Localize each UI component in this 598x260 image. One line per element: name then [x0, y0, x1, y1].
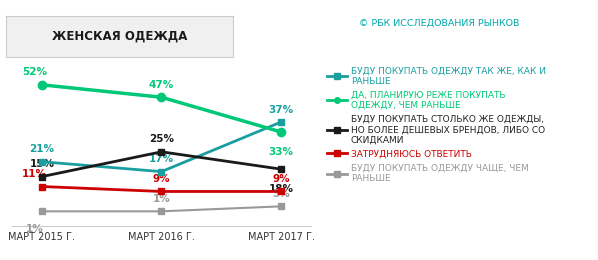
Text: 25%: 25% [149, 134, 174, 144]
Text: 9%: 9% [272, 174, 290, 184]
Legend: БУДУ ПОКУПАТЬ ОДЕЖДУ ТАК ЖЕ, КАК И
РАНЬШЕ, ДА, ПЛАНИРУЮ РЕЖЕ ПОКУПАТЬ
ОДЕЖДУ, ЧЕ: БУДУ ПОКУПАТЬ ОДЕЖДУ ТАК ЖЕ, КАК И РАНЬШ… [328, 66, 546, 183]
Text: 9%: 9% [152, 174, 170, 184]
Text: 17%: 17% [149, 154, 174, 164]
Text: 21%: 21% [29, 144, 54, 154]
Text: © РБК ИССЛЕДОВАНИЯ РЫНКОВ: © РБК ИССЛЕДОВАНИЯ РЫНКОВ [359, 18, 519, 27]
Text: 1%: 1% [152, 194, 170, 204]
Text: 33%: 33% [269, 147, 294, 157]
Text: 11%: 11% [22, 169, 47, 179]
Text: 1%: 1% [26, 224, 44, 234]
Text: 47%: 47% [149, 80, 174, 90]
Text: ЖЕНСКАЯ ОДЕЖДА: ЖЕНСКАЯ ОДЕЖДА [52, 30, 187, 43]
Text: 37%: 37% [269, 105, 294, 115]
Text: 18%: 18% [269, 184, 294, 194]
Text: 52%: 52% [22, 67, 47, 77]
Text: 3%: 3% [272, 189, 290, 199]
Text: 15%: 15% [29, 159, 54, 169]
